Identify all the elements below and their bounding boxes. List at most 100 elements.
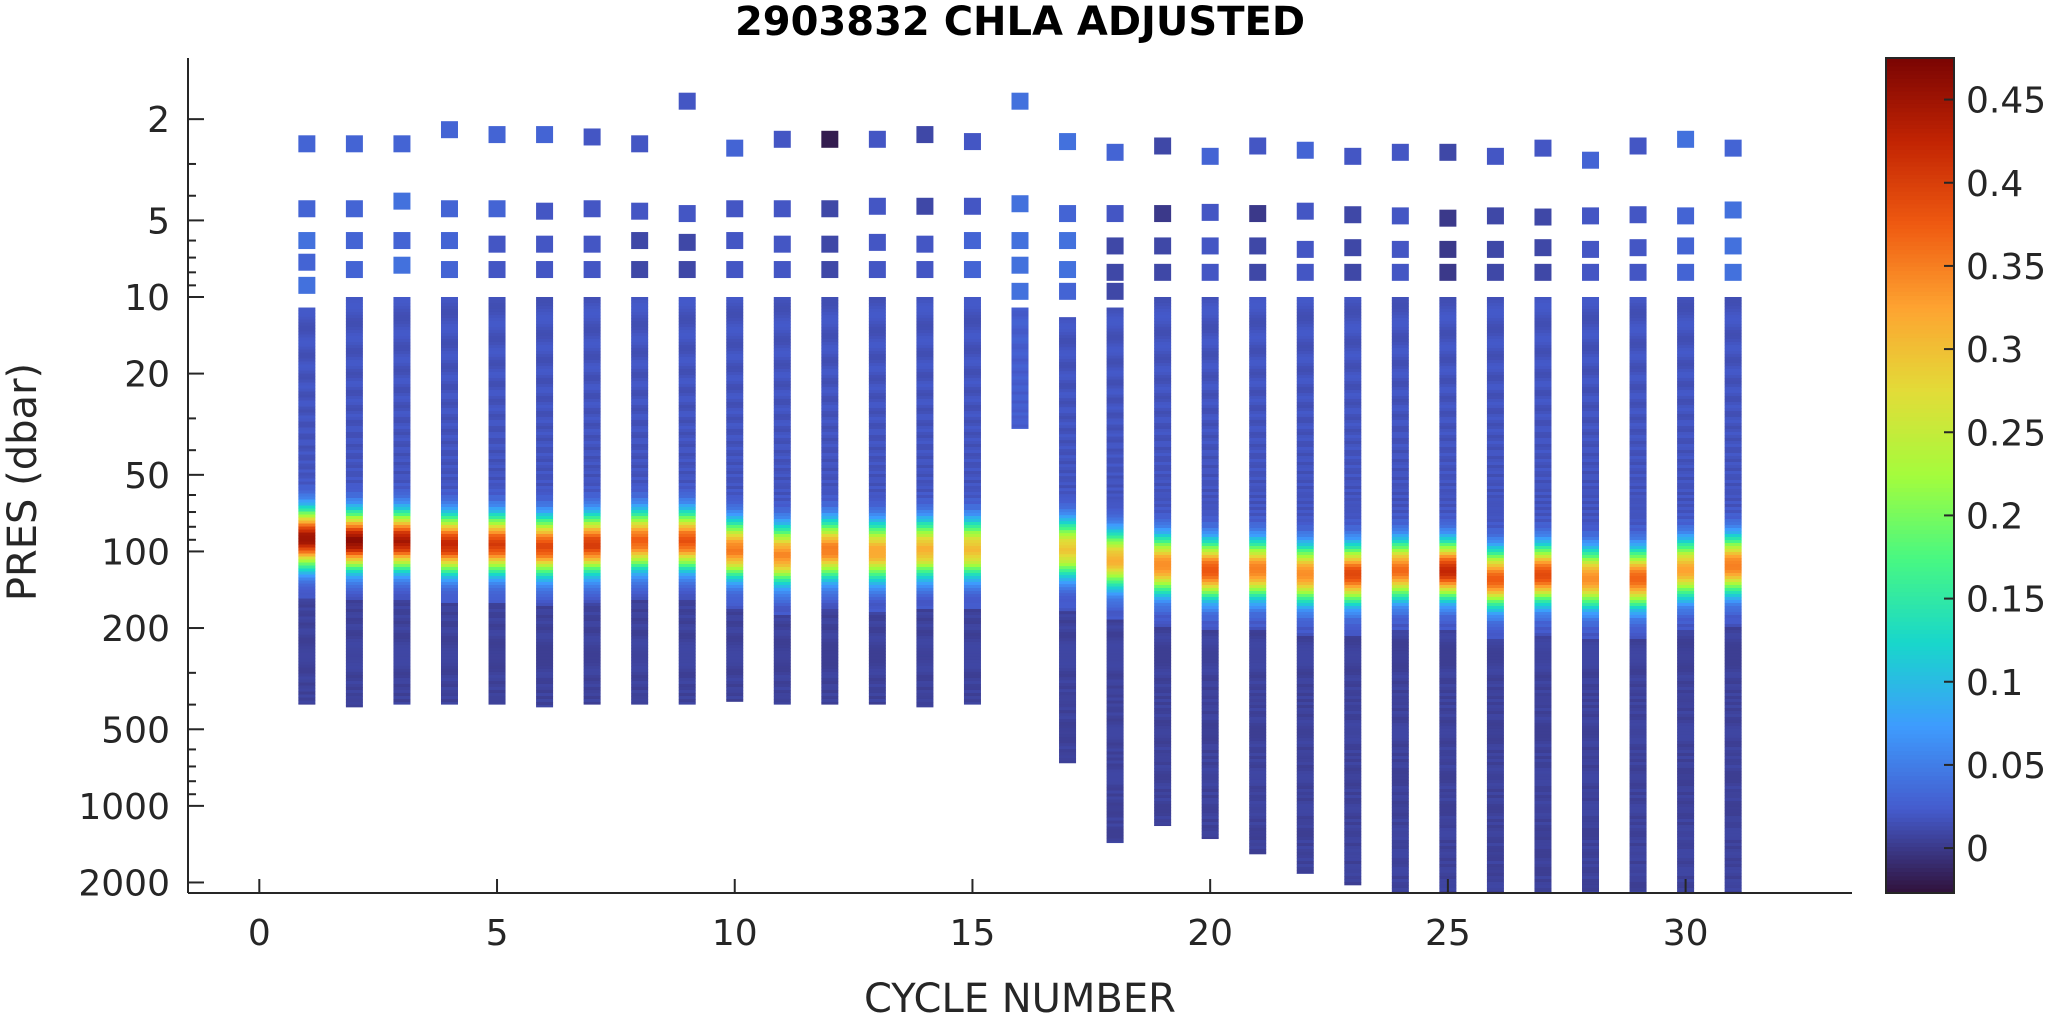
profile-segment: [916, 576, 933, 579]
profile-segment: [536, 702, 553, 705]
profile-segment: [441, 498, 458, 501]
profile-segment: [536, 372, 553, 375]
profile-segment: [1677, 792, 1694, 795]
profile-segment: [726, 594, 743, 597]
profile-segment: [1202, 528, 1219, 531]
profile-segment: [536, 456, 553, 459]
profile-segment: [1107, 599, 1124, 602]
profile-segment: [679, 402, 696, 405]
profile-segment: [1297, 852, 1314, 855]
profile-segment: [441, 396, 458, 399]
profile-segment: [1297, 792, 1314, 795]
profile-segment: [489, 654, 506, 657]
profile-segment: [1059, 413, 1076, 416]
profile-segment: [1202, 507, 1219, 510]
profile-segment: [1249, 435, 1266, 438]
profile-segment: [1297, 504, 1314, 507]
profile-segment: [1344, 399, 1361, 402]
profile-segment: [1630, 339, 1647, 342]
profile-segment: [869, 615, 886, 618]
surface-point-cycle-9-4: [679, 261, 696, 278]
profile-segment: [916, 342, 933, 345]
profile-segment: [1392, 633, 1409, 636]
surface-point-cycle-11-1: [774, 131, 791, 148]
profile-segment: [393, 591, 410, 594]
profile-segment: [916, 606, 933, 609]
profile-segment: [1107, 566, 1124, 569]
profile-segment: [536, 663, 553, 666]
profile-segment: [1202, 777, 1219, 780]
profile-segment: [584, 669, 601, 672]
profile-segment: [393, 342, 410, 345]
profile-segment: [1297, 633, 1314, 636]
profile-segment: [1677, 510, 1694, 513]
profile-segment: [489, 564, 506, 567]
profile-segment: [964, 384, 981, 387]
profile-segment: [821, 651, 838, 654]
profile-segment: [1392, 474, 1409, 477]
profile-segment: [1677, 846, 1694, 849]
surface-point-cycle-12-4: [821, 261, 838, 278]
profile-segment: [1725, 498, 1742, 501]
profile-segment: [1439, 381, 1456, 384]
profile-segment: [1487, 498, 1504, 501]
profile-segment: [1344, 630, 1361, 633]
profile-segment: [1487, 603, 1504, 606]
profile-segment: [346, 360, 363, 363]
profile-segment: [346, 612, 363, 615]
profile-segment: [1297, 336, 1314, 339]
profile-segment: [298, 665, 315, 668]
profile-segment: [393, 348, 410, 351]
profile-segment: [346, 498, 363, 501]
profile-segment: [1344, 876, 1361, 879]
profile-segment: [298, 515, 315, 518]
profile-segment: [1297, 447, 1314, 450]
profile-segment: [631, 330, 648, 333]
profile-segment: [869, 627, 886, 630]
profile-segment: [1059, 671, 1076, 674]
profile-segment: [916, 483, 933, 486]
profile-segment: [774, 495, 791, 498]
profile-segment: [1630, 405, 1647, 408]
profile-segment: [869, 648, 886, 651]
profile-segment: [1297, 414, 1314, 417]
profile-segment: [1344, 843, 1361, 846]
profile-segment: [1582, 804, 1599, 807]
profile-segment: [1439, 849, 1456, 852]
profile-segment: [441, 495, 458, 498]
profile-segment: [1249, 525, 1266, 528]
profile-segment: [1012, 380, 1029, 383]
profile-segment: [346, 318, 363, 321]
profile-segment: [1582, 744, 1599, 747]
profile-segment: [441, 339, 458, 342]
profile-segment: [1107, 602, 1124, 605]
profile-segment: [1297, 357, 1314, 360]
profile-segment: [1534, 633, 1551, 636]
profile-segment: [1297, 408, 1314, 411]
profile-segment: [916, 696, 933, 699]
profile-segment: [1677, 618, 1694, 621]
profile-segment: [1249, 642, 1266, 645]
profile-segment: [1059, 695, 1076, 698]
profile-segment: [1439, 759, 1456, 762]
profile-segment: [1392, 525, 1409, 528]
profile-segment: [726, 318, 743, 321]
profile-segment: [1344, 840, 1361, 843]
profile-segment: [916, 519, 933, 522]
profile-segment: [726, 336, 743, 339]
profile-cycle-14: [916, 126, 933, 707]
profile-segment: [1392, 660, 1409, 663]
profile-segment: [393, 357, 410, 360]
profile-segment: [1154, 312, 1171, 315]
profile-segment: [726, 390, 743, 393]
profile-segment: [964, 513, 981, 516]
profile-segment: [1059, 662, 1076, 665]
profile-segment: [726, 546, 743, 549]
profile-segment: [679, 636, 696, 639]
profile-segment: [1630, 375, 1647, 378]
profile-segment: [1534, 528, 1551, 531]
profile-segment: [1582, 405, 1599, 408]
profile-segment: [1249, 504, 1266, 507]
profile-segment: [1154, 546, 1171, 549]
profile-segment: [1487, 378, 1504, 381]
